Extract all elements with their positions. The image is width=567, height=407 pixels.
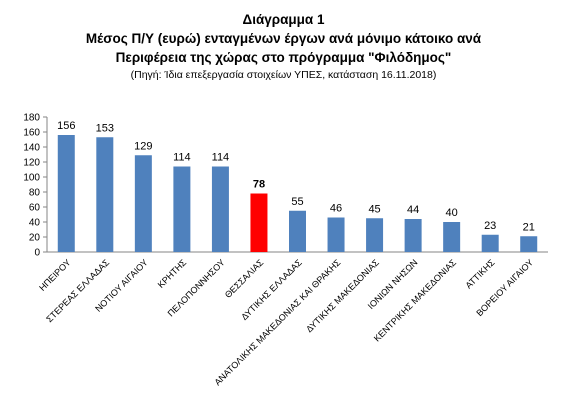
bar: [366, 218, 384, 252]
data-label: 114: [173, 152, 191, 164]
data-label: 44: [407, 204, 419, 216]
y-tick-label: 160: [23, 128, 40, 139]
data-label: 156: [57, 120, 75, 132]
y-tick-label: 40: [29, 218, 41, 229]
y-tick-label: 0: [34, 248, 40, 259]
chart-subtitle-line-2: Περιφέρεια της χώρας στο πρόγραμμα "Φιλό…: [115, 50, 452, 65]
data-label: 45: [368, 203, 380, 215]
data-label: 40: [446, 207, 458, 219]
bar: [404, 219, 422, 252]
y-tick-label: 80: [29, 188, 41, 199]
x-tick-label: ΑΤΤΙΚΗΣ: [463, 257, 496, 290]
data-label: 46: [330, 203, 342, 215]
x-tick-label: ΔΥΤΙΚΗΣ ΜΑΚΕΔΟΝΙΑΣ: [304, 257, 381, 334]
y-tick-label: 20: [29, 233, 41, 244]
data-label: 78: [253, 179, 265, 191]
bar: [57, 135, 75, 252]
bar: [443, 222, 461, 252]
x-tick-label: ΘΕΣΣΑΛΙΑΣ: [223, 257, 266, 300]
x-tick-label: ΗΠΕΙΡΟΥ: [37, 257, 73, 293]
data-label: 21: [523, 221, 535, 233]
bar: [520, 236, 538, 252]
chart-title: Διάγραμμα 1: [242, 12, 325, 27]
x-tick-label: ΣΤΕΡΕΑΣ ΕΛΛΑΔΑΣ: [44, 257, 111, 324]
chart-subtitle-line-1: Μέσος Π/Υ (ευρώ) ενταγμένων έργων ανά μό…: [85, 31, 482, 46]
data-label: 55: [291, 196, 303, 208]
y-tick-label: 120: [23, 158, 40, 169]
y-tick-label: 60: [29, 203, 41, 214]
chart-title-block: Διάγραμμα 1 Μέσος Π/Υ (ευρώ) ενταγμένων …: [0, 10, 567, 83]
y-tick-label: 100: [23, 173, 40, 184]
data-label: 23: [484, 220, 496, 232]
y-tick-label: 140: [23, 143, 40, 154]
bar: [173, 166, 191, 252]
x-tick-label: ΚΕΝΤΡΙΚΗΣ ΜΑΚΕΔΟΝΙΑΣ: [372, 257, 459, 344]
data-label: 153: [96, 122, 114, 134]
data-label: 114: [212, 152, 230, 164]
bar: [250, 193, 268, 252]
data-label: 129: [134, 140, 152, 152]
bar: [211, 166, 229, 252]
bar: [327, 217, 345, 252]
bar: [96, 137, 114, 252]
y-tick-label: 180: [23, 113, 40, 124]
chart-source-note: (Πηγή: Ίδια επεξεργασία στοιχείων ΥΠΕΣ, …: [130, 69, 437, 81]
bar: [134, 155, 152, 252]
bar: [289, 210, 306, 252]
x-tick-label: ΚΡΗΤΗΣ: [156, 257, 189, 290]
bar: [481, 234, 499, 252]
